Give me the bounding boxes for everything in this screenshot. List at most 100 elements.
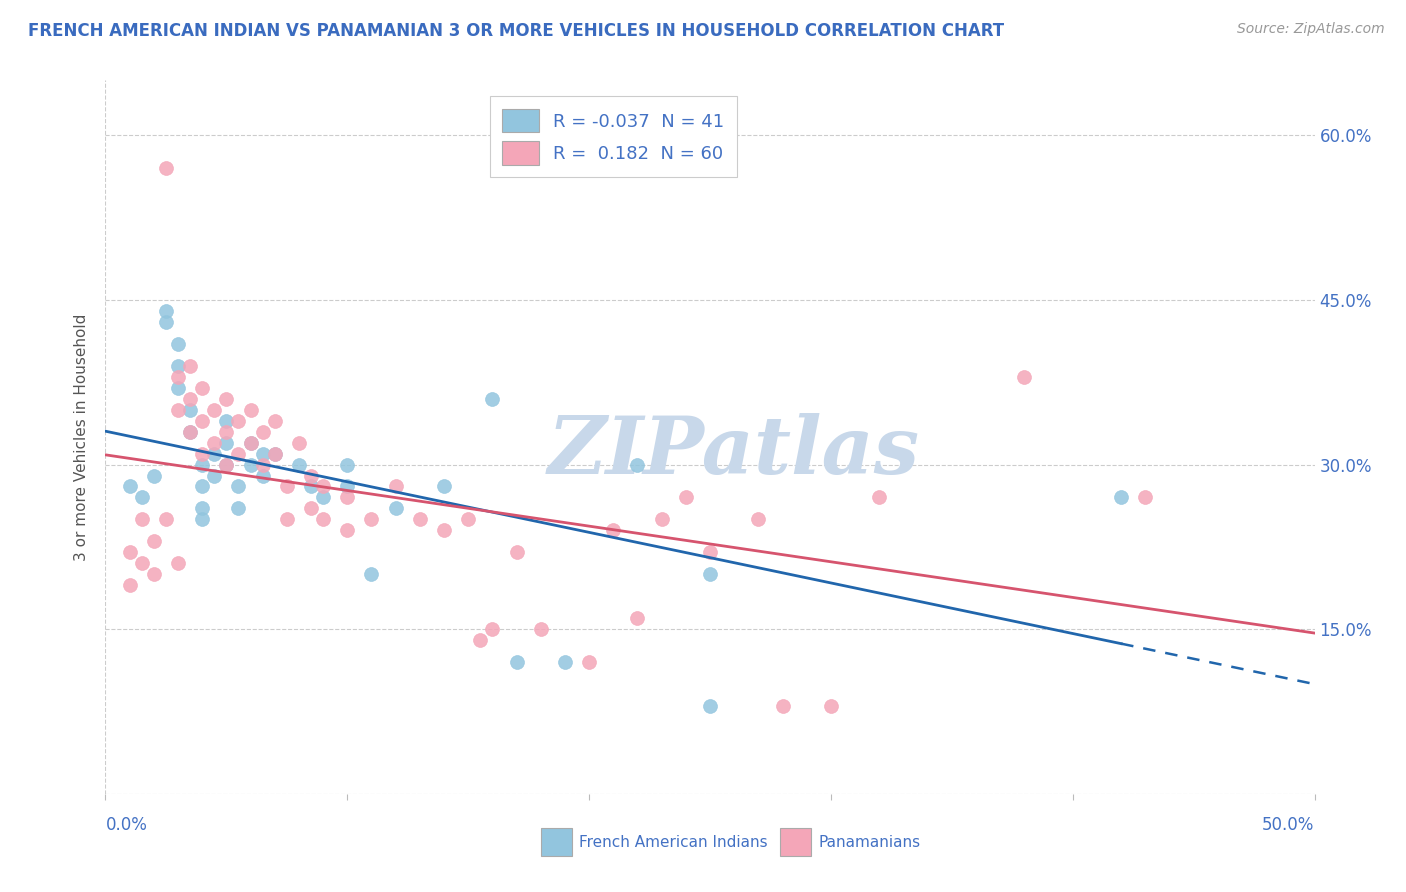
Point [360,512,382,526]
Text: Source: ZipAtlas.com: Source: ZipAtlas.com [1237,22,1385,37]
Point [868,491,890,505]
Point [252,468,274,483]
Point [191,501,214,516]
Point [263,446,285,460]
Point [578,655,600,669]
Point [215,458,238,472]
Point [505,545,527,559]
Point [312,512,335,526]
Point [457,512,479,526]
Point [215,458,238,472]
Point [215,425,238,439]
Point [228,414,250,428]
Point [481,392,503,406]
Point [167,381,190,395]
Point [530,622,553,636]
Point [699,567,721,582]
Point [179,402,201,417]
Point [263,414,285,428]
Text: ZIPatlas: ZIPatlas [548,413,921,490]
Point [675,491,697,505]
Point [505,655,527,669]
Point [252,425,274,439]
Point [191,414,214,428]
Point [191,446,214,460]
Point [820,699,842,714]
Point [772,699,794,714]
Point [336,479,359,493]
Point [433,524,456,538]
Point [384,479,406,493]
Point [239,435,262,450]
Point [336,491,359,505]
Point [191,381,214,395]
Point [202,435,225,450]
Point [202,468,225,483]
Point [142,468,165,483]
Point [191,512,214,526]
Point [263,446,285,460]
Point [167,336,190,351]
Point [239,458,262,472]
Point [155,303,177,318]
Point [360,567,382,582]
Point [131,557,153,571]
Point [626,458,648,472]
Point [118,545,141,559]
Point [699,699,721,714]
Point [470,633,492,648]
Point [336,458,359,472]
Point [1109,491,1132,505]
Point [118,479,141,493]
Point [118,578,141,592]
Point [252,446,274,460]
Legend: R = -0.037  N = 41, R =  0.182  N = 60: R = -0.037 N = 41, R = 0.182 N = 60 [489,96,737,178]
Point [299,468,322,483]
Point [155,512,177,526]
Point [131,512,153,526]
Point [481,622,503,636]
Point [626,611,648,625]
Point [179,359,201,373]
Point [228,446,250,460]
Point [228,501,250,516]
Point [288,435,311,450]
Point [155,161,177,175]
Point [167,402,190,417]
Point [167,369,190,384]
Point [179,425,201,439]
Point [1135,491,1157,505]
Text: FRENCH AMERICAN INDIAN VS PANAMANIAN 3 OR MORE VEHICLES IN HOUSEHOLD CORRELATION: FRENCH AMERICAN INDIAN VS PANAMANIAN 3 O… [28,22,1004,40]
Point [202,446,225,460]
Point [299,501,322,516]
Text: 0.0%: 0.0% [105,816,148,834]
Point [167,359,190,373]
Point [384,501,406,516]
Point [142,534,165,549]
Point [131,491,153,505]
Point [276,512,298,526]
Point [312,491,335,505]
Point [433,479,456,493]
Point [336,524,359,538]
Point [554,655,576,669]
Point [699,545,721,559]
Point [252,458,274,472]
Point [215,435,238,450]
Point [409,512,432,526]
Point [202,402,225,417]
Point [747,512,769,526]
Point [602,524,624,538]
Point [299,479,322,493]
Text: French American Indians: French American Indians [579,835,768,849]
Point [179,425,201,439]
Point [312,479,335,493]
Point [191,479,214,493]
Point [215,392,238,406]
Text: 50.0%: 50.0% [1263,816,1315,834]
Point [155,315,177,329]
Point [239,435,262,450]
Point [228,479,250,493]
Point [1014,369,1036,384]
Point [651,512,673,526]
